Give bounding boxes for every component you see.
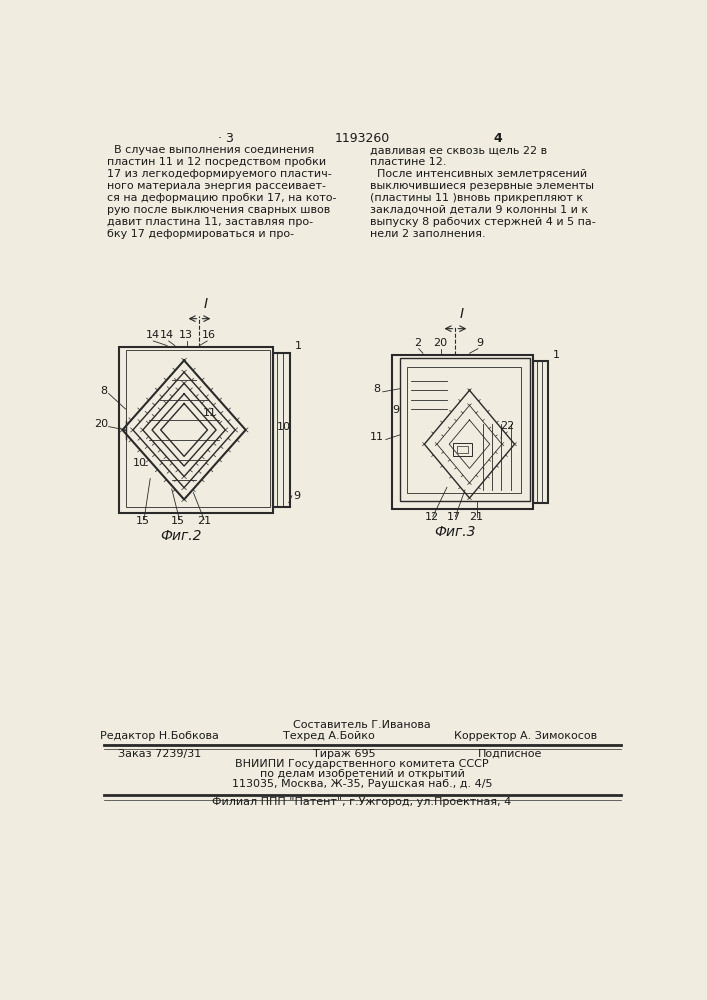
- Text: бку 17 деформироваться и про-: бку 17 деформироваться и про-: [107, 229, 294, 239]
- Text: 20: 20: [433, 338, 447, 348]
- Text: 1: 1: [295, 341, 302, 351]
- Text: После интенсивных землетрясений: После интенсивных землетрясений: [370, 169, 587, 179]
- Text: 20: 20: [94, 419, 108, 429]
- Text: ся на деформацию пробки 17, на кото-: ся на деформацию пробки 17, на кото-: [107, 193, 337, 203]
- Text: выключившиеся резервные элементы: выключившиеся резервные элементы: [370, 181, 594, 191]
- Text: по делам изобретений и открытий: по делам изобретений и открытий: [259, 769, 464, 779]
- Text: Корректор А. Зимокосов: Корректор А. Зимокосов: [454, 731, 597, 741]
- Bar: [457, 446, 468, 453]
- Text: 14: 14: [146, 330, 160, 340]
- Text: 4: 4: [494, 132, 503, 145]
- Bar: [399, 358, 530, 501]
- Text: рую после выключения сварных швов: рую после выключения сварных швов: [107, 205, 330, 215]
- Text: выпуску 8 рабочих стержней 4 и 5 па-: выпуску 8 рабочих стержней 4 и 5 па-: [370, 217, 595, 227]
- Text: (пластины 11 )вновь прикрепляют к: (пластины 11 )вновь прикрепляют к: [370, 193, 583, 203]
- Text: 2: 2: [414, 338, 421, 348]
- Text: Тираж 695: Тираж 695: [313, 749, 375, 759]
- Text: 17 из легкодеформируемого пластич-: 17 из легкодеформируемого пластич-: [107, 169, 332, 179]
- Text: I: I: [460, 307, 463, 321]
- Text: 17: 17: [447, 512, 461, 522]
- Text: Фиг.2: Фиг.2: [160, 529, 201, 543]
- Text: Составитель Г.Иванова: Составитель Г.Иванова: [293, 720, 431, 730]
- Bar: [274, 353, 291, 507]
- Text: Заказ 7239/31: Заказ 7239/31: [118, 749, 201, 759]
- Text: 8: 8: [373, 384, 380, 394]
- Text: закладочной детали 9 колонны 1 и к: закладочной детали 9 колонны 1 и к: [370, 205, 588, 215]
- Text: Филиал ППП "Патент", г.Ужгород, ул.Проектная, 4: Филиал ППП "Патент", г.Ужгород, ул.Проек…: [212, 797, 512, 807]
- Text: 10: 10: [276, 422, 291, 432]
- Text: 11: 11: [370, 432, 384, 442]
- Text: 113035, Москва, Ж-35, Раушская наб., д. 4/5: 113035, Москва, Ж-35, Раушская наб., д. …: [232, 779, 492, 789]
- Bar: [407, 367, 520, 493]
- Text: 15: 15: [136, 516, 149, 526]
- Text: нели 2 заполнения.: нели 2 заполнения.: [370, 229, 485, 239]
- Text: Подписное: Подписное: [478, 749, 542, 759]
- Bar: [119, 347, 274, 513]
- Text: давит пластина 11, заставляя про-: давит пластина 11, заставляя про-: [107, 217, 313, 227]
- Text: 12: 12: [424, 512, 438, 522]
- Text: 9: 9: [476, 338, 483, 348]
- Text: 14: 14: [160, 330, 174, 340]
- Text: 8: 8: [100, 386, 107, 396]
- Text: 16: 16: [201, 330, 216, 340]
- Text: 11: 11: [203, 408, 216, 418]
- Text: 9: 9: [293, 491, 300, 501]
- Text: 1193260: 1193260: [334, 132, 390, 145]
- Text: 22: 22: [501, 421, 515, 431]
- Text: 21: 21: [469, 512, 484, 522]
- Text: I: I: [204, 297, 207, 311]
- Bar: [533, 361, 549, 503]
- Text: 9: 9: [392, 405, 399, 415]
- Text: Фиг.3: Фиг.3: [435, 525, 476, 539]
- Text: · 3: · 3: [218, 132, 234, 145]
- Text: 21: 21: [197, 516, 211, 526]
- Text: В случае выполнения соединения: В случае выполнения соединения: [107, 145, 315, 155]
- Text: 13: 13: [179, 330, 192, 340]
- Text: 1: 1: [553, 350, 560, 360]
- Text: 15: 15: [171, 516, 185, 526]
- Text: Техред А.Бойко: Техред А.Бойко: [283, 731, 375, 741]
- Bar: [453, 443, 472, 456]
- Text: давливая ее сквозь щель 22 в: давливая ее сквозь щель 22 в: [370, 145, 547, 155]
- Text: ВНИИПИ Государственного комитета СССР: ВНИИПИ Государственного комитета СССР: [235, 759, 489, 769]
- Text: 10: 10: [133, 458, 147, 468]
- Text: Редактор Н.Бобкова: Редактор Н.Бобкова: [100, 731, 219, 741]
- Text: пластине 12.: пластине 12.: [370, 157, 446, 167]
- Text: пластин 11 и 12 посредством пробки: пластин 11 и 12 посредством пробки: [107, 157, 326, 167]
- Bar: [126, 350, 270, 507]
- Text: ного материала энергия рассеивает-: ного материала энергия рассеивает-: [107, 181, 326, 191]
- Bar: [392, 355, 533, 509]
